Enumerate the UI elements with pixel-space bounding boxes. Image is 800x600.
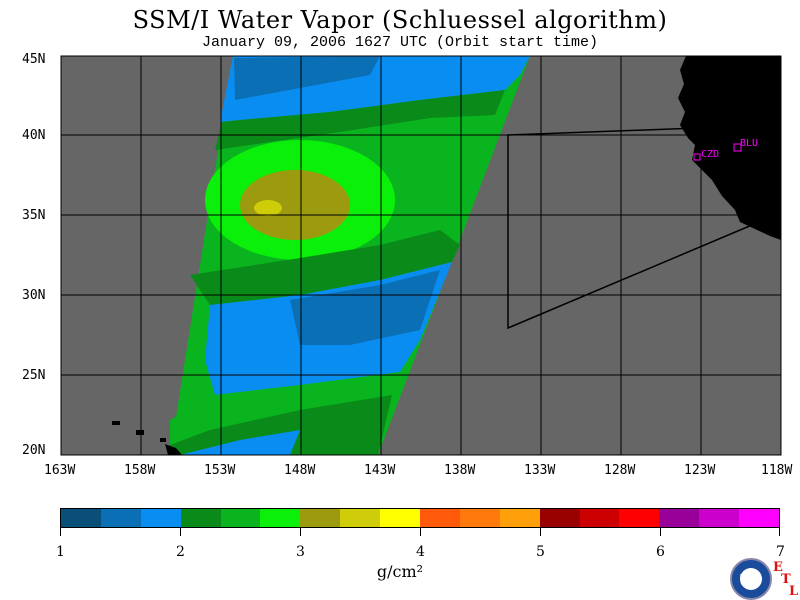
colorbar-tick-label: 5 (536, 544, 545, 560)
colorbar-cell (300, 509, 341, 527)
lat-label-40n: 40N (22, 128, 46, 143)
vapor-band-green-south (170, 372, 400, 445)
etl-letter-t: T (781, 572, 791, 587)
colorbar-units: g/cm² (376, 562, 424, 581)
vapor-band-darkgreen-south (170, 395, 392, 455)
colorbar-tick-label: 2 (176, 544, 185, 560)
chart-subtitle: January 09, 2006 1627 UTC (Orbit start t… (201, 34, 599, 51)
colorbar-tick-label: 1 (56, 544, 65, 560)
vapor-band-darkblue-north (234, 56, 380, 100)
colorbar-cell (220, 509, 261, 527)
lon-label-143w: 143W (364, 463, 396, 478)
etl-letter-e: E (773, 560, 783, 575)
colorbar-cell (380, 509, 421, 527)
station-blu: BLU (733, 138, 758, 152)
colorbar-cell (699, 509, 740, 527)
lon-label-123w: 123W (684, 463, 716, 478)
colorbar-cell (340, 509, 381, 527)
noaa-logo-text: NOAA (739, 573, 763, 581)
vapor-band-darkgreen-mid (190, 230, 460, 305)
colorbar-tick-mark (660, 528, 661, 536)
colorbar-tick-label: 6 (656, 544, 665, 560)
colorbar-cell (579, 509, 620, 527)
noaa-logo-inner (740, 568, 762, 590)
colorbar-tick-label: 4 (416, 544, 425, 560)
station-label-czd: CZD (701, 149, 719, 160)
region-outline (507, 127, 753, 330)
lon-label-138w: 138W (444, 463, 476, 478)
colorbar-cell (100, 509, 141, 527)
colorbar-tick-mark (180, 528, 181, 536)
colorbar-cell (420, 509, 460, 527)
colorbar-cell (180, 509, 221, 527)
lon-label-128w: 128W (604, 463, 636, 478)
lon-label-133w: 133W (524, 463, 556, 478)
lon-label-118w: 118W (761, 463, 793, 478)
chart-title: SSM/I Water Vapor (Schluessel algorithm) (132, 6, 668, 34)
vapor-band-darkblue-mid (290, 270, 440, 345)
station-label-blu: BLU (740, 138, 758, 149)
colorbar-cell (260, 509, 301, 527)
land-california (678, 56, 781, 240)
colorbar (60, 508, 780, 528)
land-hawaii (112, 421, 182, 455)
colorbar-tick-mark (300, 528, 301, 536)
lon-label-148w: 148W (284, 463, 316, 478)
lon-label-158w: 158W (124, 463, 156, 478)
lat-label-35n: 35N (22, 208, 46, 223)
colorbar-cell (61, 509, 101, 527)
lon-label-163w: 163W (44, 463, 76, 478)
colorbar-tick-label: 7 (776, 544, 785, 560)
colorbar-cell (619, 509, 660, 527)
colorbar-cell (459, 509, 500, 527)
vapor-core-olive (240, 170, 350, 240)
map-grid (61, 56, 781, 455)
colorbar-tick-mark (60, 528, 61, 536)
vapor-band-blue-south (180, 430, 300, 455)
colorbar-cell (140, 509, 181, 527)
etl-letter-l: L (789, 584, 799, 599)
vapor-core-yellow (254, 200, 282, 216)
lat-label-20n: 20N (22, 443, 46, 458)
lat-label-25n: 25N (22, 368, 46, 383)
colorbar-cell (739, 509, 780, 527)
lon-label-153w: 153W (204, 463, 236, 478)
lat-label-45n: 45N (22, 52, 46, 67)
colorbar-tick-mark (779, 528, 780, 536)
map-frame (60, 55, 782, 456)
colorbar-tick-label: 3 (296, 544, 305, 560)
colorbar-cell (659, 509, 700, 527)
colorbar-cell (499, 509, 540, 527)
colorbar-tick-mark (420, 528, 421, 536)
lat-label-30n: 30N (22, 288, 46, 303)
colorbar-cell (539, 509, 580, 527)
station-czd: CZD (693, 149, 719, 161)
colorbar-tick-mark (540, 528, 541, 536)
noaa-logo: NOAA (730, 558, 772, 600)
